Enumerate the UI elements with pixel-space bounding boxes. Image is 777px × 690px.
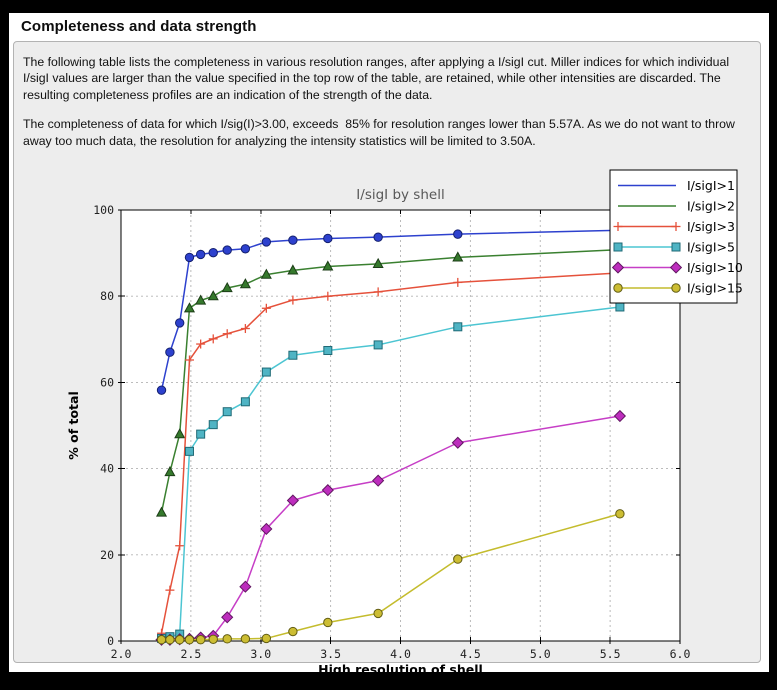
svg-text:6.0: 6.0 bbox=[670, 647, 691, 661]
svg-text:40: 40 bbox=[100, 462, 114, 476]
svg-text:60: 60 bbox=[100, 375, 114, 389]
legend-label-I/sigI>1: I/sigI>1 bbox=[687, 178, 735, 193]
series-I/sigI>1 bbox=[156, 225, 625, 395]
legend-entry-I/sigI>10: I/sigI>10 bbox=[611, 260, 743, 275]
svg-text:0: 0 bbox=[107, 634, 114, 648]
legend-label-I/sigI>15: I/sigI>15 bbox=[687, 280, 743, 295]
svg-text:100: 100 bbox=[93, 203, 114, 217]
svg-text:4.5: 4.5 bbox=[460, 647, 481, 661]
description-paragraph-1: The following table lists the completene… bbox=[23, 55, 733, 102]
legend-label-I/sigI>10: I/sigI>10 bbox=[687, 260, 743, 275]
legend-entry-I/sigI>15: I/sigI>15 bbox=[613, 280, 743, 295]
legend-label-I/sigI>2: I/sigI>2 bbox=[687, 198, 735, 213]
svg-text:2.0: 2.0 bbox=[111, 647, 132, 661]
completeness-chart: 2.0 2.5 3.0 3.5 4.0 4.5 5.0 5.5 6.0 0 20 40 60 80 100 H… bbox=[0, 160, 777, 677]
description-paragraph-2: The completeness of data for which I/sig… bbox=[23, 117, 739, 148]
series-I/sigI>2 bbox=[155, 243, 626, 517]
tick-labels: 2.0 2.5 3.0 3.5 4.0 4.5 5.0 5.5 6.0 0 20 40 60 80 100 bbox=[93, 203, 690, 661]
svg-text:4.0: 4.0 bbox=[390, 647, 411, 661]
svg-text:80: 80 bbox=[100, 289, 114, 303]
series-I/sigI>15 bbox=[156, 509, 625, 645]
page-title: Completeness and data strength bbox=[21, 18, 257, 35]
tick-marks bbox=[118, 209, 681, 644]
legend-label-I/sigI>5: I/sigI>5 bbox=[687, 239, 735, 254]
svg-text:5.5: 5.5 bbox=[600, 647, 621, 661]
legend-entry-I/sigI>3: I/sigI>3 bbox=[613, 219, 735, 234]
svg-text:20: 20 bbox=[100, 548, 114, 562]
svg-text:3.5: 3.5 bbox=[320, 647, 341, 661]
x-axis-label: High resolution of shell bbox=[318, 662, 483, 676]
legend-entry-I/sigI>2: I/sigI>2 bbox=[618, 198, 735, 213]
gridlines bbox=[121, 210, 680, 641]
series-I/sigI>5 bbox=[157, 302, 625, 643]
chart-svg: 2.0 2.5 3.0 3.5 4.0 4.5 5.0 5.5 6.0 0 20 40 60 80 100 H… bbox=[66, 169, 743, 677]
legend-box bbox=[609, 169, 738, 304]
chart-title: I/sigI by shell bbox=[356, 187, 444, 203]
legend-label-I/sigI>3: I/sigI>3 bbox=[687, 219, 735, 234]
svg-text:3.0: 3.0 bbox=[250, 647, 271, 661]
chart-legend: I/sigI>1 I/sigI>2 I/sigI>3 I/sigI>5 I/sigI>1… bbox=[609, 169, 743, 304]
y-axis-label: % of total bbox=[66, 391, 81, 460]
svg-text:5.0: 5.0 bbox=[530, 647, 551, 661]
legend-entry-I/sigI>1: I/sigI>1 bbox=[618, 178, 735, 193]
svg-text:2.5: 2.5 bbox=[180, 647, 201, 661]
legend-entry-I/sigI>5: I/sigI>5 bbox=[613, 239, 735, 254]
